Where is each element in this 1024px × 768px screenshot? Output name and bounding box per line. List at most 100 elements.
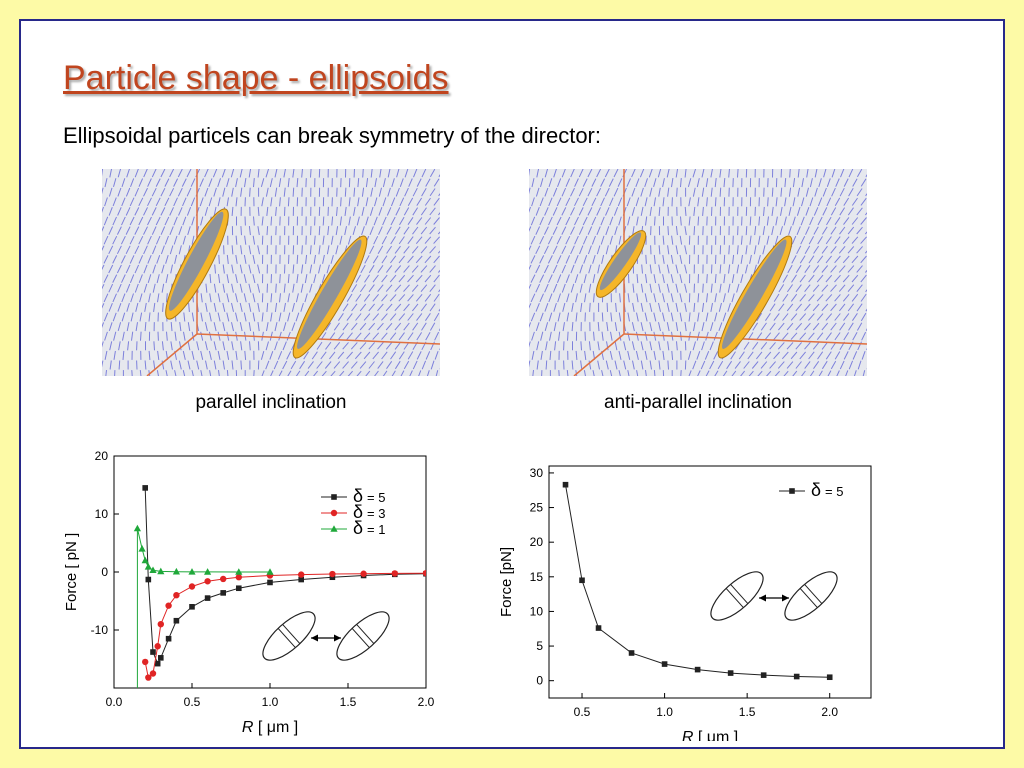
series-line [144,572,426,679]
data-point [422,569,426,577]
x-tick-label: 0.5 [184,695,201,709]
y-tick-label: 0 [101,565,108,579]
series-line [565,484,830,678]
y-tick-label: 20 [95,449,109,463]
series-1 [562,481,833,681]
data-point [165,602,172,609]
x-tick-label: 1.5 [340,695,357,709]
data-point [298,576,304,583]
x-tick-label: 1.5 [739,705,756,719]
data-point [204,568,212,575]
legend-marker [330,525,338,532]
data-point [188,568,196,575]
force-vs-r-chart-single: 0.5 1.0 1.5 2.0 30 25 20 15 10 5 0 R [ μm ] Force [p… [498,465,872,741]
series-3 [133,524,274,688]
data-point [173,592,180,599]
svg-text:δ= 5: δ = 5 [811,480,843,500]
particles-inset [262,611,390,661]
data-point [172,567,180,575]
data-point [165,635,172,642]
data-point [157,567,165,575]
x-tick-label: 2.0 [418,695,435,709]
plot-frame [548,465,872,699]
data-point [236,585,242,592]
legend-entry: δ = 5 [321,486,385,506]
data-point [204,578,211,585]
data-point [628,650,635,656]
series-2 [142,569,426,681]
data-point [149,566,157,574]
data-point [391,570,398,577]
x-tick-label: 2.0 [821,705,838,719]
legend-marker [330,509,338,517]
legend-marker [789,488,795,494]
data-point [157,621,164,628]
data-point [266,568,274,575]
data-point [142,658,149,666]
data-point [595,625,602,631]
data-point [138,545,146,552]
data-point [826,674,833,681]
data-point [727,670,734,676]
data-point [133,524,141,532]
y-tick-label: 15 [530,570,544,584]
data-point [150,649,156,655]
y-tick-label: 20 [530,535,544,549]
data-point [145,576,152,583]
anti-parallel-inclination-image [529,169,867,376]
legend-marker [331,494,337,500]
svg-text:δ= 3: δ = 3 [353,502,385,522]
data-point [188,583,196,590]
force-vs-r-chart-multi: 0.0 0.5 1.0 1.5 2.0 20 10 0 -10 R [ μm ] Force [ p… [63,449,435,736]
y-tick-label: 10 [95,507,109,521]
series-1 [142,485,426,667]
legend-entry: δ = 1 [321,518,385,538]
caption-parallel: parallel inclination [195,392,347,413]
x-tick-label: 1.0 [656,705,673,719]
data-point [154,660,161,667]
director-field [102,169,440,376]
data-point [145,674,152,681]
y-tick-label: 0 [536,674,543,688]
data-point [158,655,164,661]
legend-entry: δ = 3 [321,502,385,522]
legend-entry: δ = 5 [779,480,843,500]
series-line [136,528,270,573]
data-point [661,661,668,667]
y-tick-label: 25 [530,501,544,515]
data-point [235,574,242,581]
particles-inset [710,571,838,621]
slide-title: Particle shape - ellipsoids [63,59,449,97]
data-point [579,577,585,584]
x-axis-label: R [ μm ] [682,729,738,741]
x-tick-label: 0.0 [106,695,123,709]
x-tick-label: 0.5 [574,705,591,719]
data-point [694,666,701,673]
slide-frame: Particle shape - ellipsoids Ellipsoidal … [19,19,1005,749]
y-tick-label: -10 [91,623,109,637]
data-point [220,575,227,583]
data-point [562,481,569,488]
data-point [204,595,211,601]
slide-subtitle: Ellipsoidal particels can break symmetry… [63,123,601,148]
data-point [329,570,336,578]
data-point [142,485,148,491]
x-axis-label: R [ μm ] [242,719,298,736]
parallel-inclination-image [102,169,440,376]
data-point [267,579,273,586]
y-axis-label: Force [pN] [498,547,515,617]
x-tick-label: 1.0 [262,695,279,709]
caption-anti-parallel: anti-parallel inclination [604,392,792,413]
data-point [189,604,195,610]
y-tick-label: 5 [536,639,543,653]
data-point [220,590,226,596]
data-point [235,568,243,575]
data-point [793,673,800,680]
data-point [141,556,149,564]
data-point [154,643,161,650]
data-point [298,571,305,578]
svg-text:δ= 5: δ = 5 [353,486,385,506]
data-point [760,672,767,678]
svg-text:δ= 1: δ = 1 [353,518,385,538]
y-tick-label: 30 [530,466,544,480]
